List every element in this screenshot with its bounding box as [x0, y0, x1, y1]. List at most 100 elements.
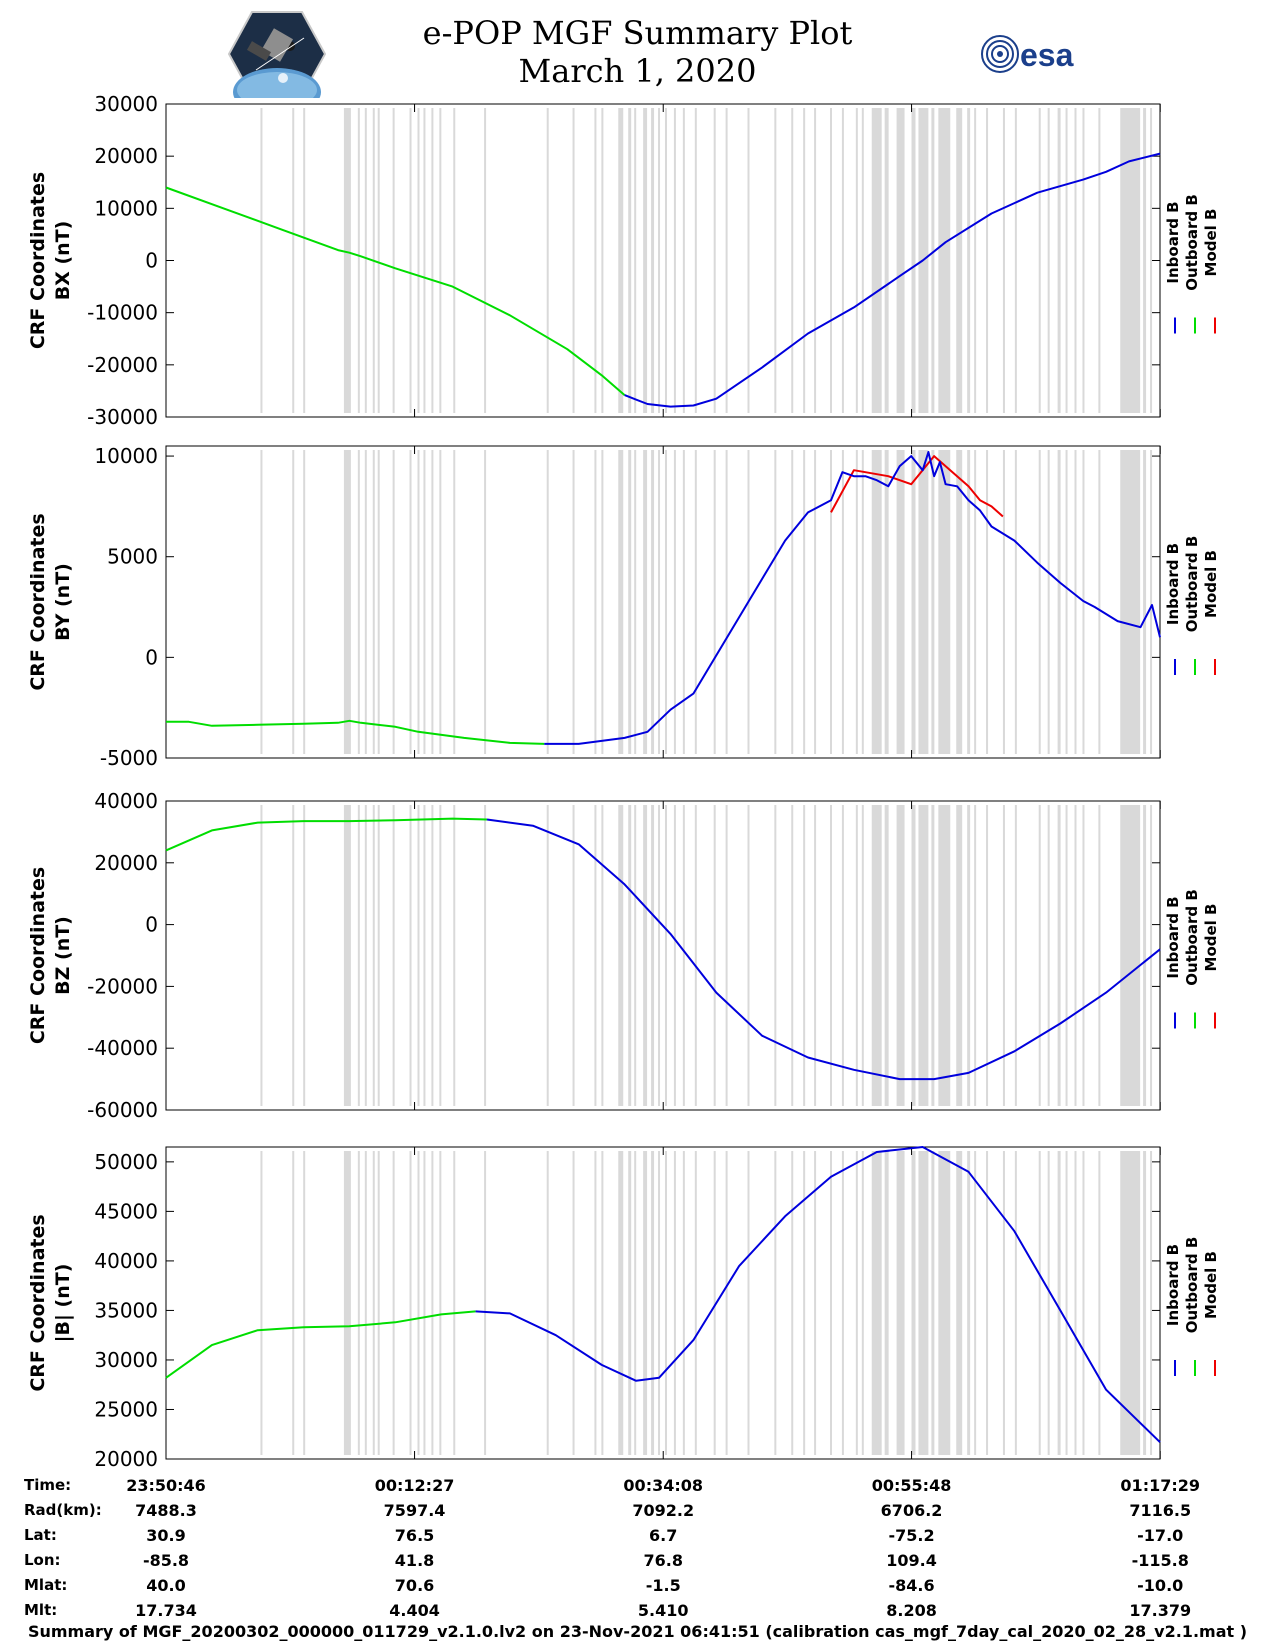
y-tick-label: 0 — [145, 249, 158, 273]
data-gap-band — [431, 108, 434, 413]
data-gap-band — [658, 450, 661, 754]
data-gap-band — [292, 450, 295, 754]
info-value-rad: 7116.5 — [1129, 1501, 1192, 1520]
data-gap-band — [855, 450, 858, 754]
y-tick-label: 50000 — [94, 1150, 158, 1174]
data-gap-band — [986, 1151, 989, 1455]
info-value-mlat: 40.0 — [146, 1576, 186, 1595]
panel-3: 40000 20000 0 -20000 -40000 -60000 CRF Coordin… — [27, 789, 1220, 1122]
y-tick-label: -60000 — [87, 1098, 158, 1122]
data-gap-band — [618, 450, 624, 754]
info-value-mlat: -1.5 — [645, 1576, 681, 1595]
data-gap-band — [417, 450, 420, 754]
y-tick-label: 10000 — [94, 444, 158, 468]
data-gap-band — [439, 805, 442, 1106]
data-gap-band — [546, 1151, 549, 1455]
data-gap-band — [1057, 805, 1061, 1106]
y-tick-label: 20000 — [94, 851, 158, 875]
data-gap-band — [372, 1151, 375, 1455]
data-gap-band — [357, 108, 360, 413]
data-gap-band — [1143, 108, 1147, 413]
data-gap-band — [643, 450, 648, 754]
data-gap-band — [967, 108, 971, 413]
info-value-lon: -115.8 — [1131, 1551, 1189, 1570]
info-row-label: Time: — [24, 1476, 72, 1494]
series-line-inboard — [475, 1146, 1161, 1443]
data-gap-band — [664, 805, 667, 1106]
data-gap-band — [618, 805, 624, 1106]
data-gap-band — [1038, 450, 1041, 754]
plot-frame — [165, 1146, 1161, 1460]
data-gap-band — [725, 108, 728, 413]
data-gap-band — [628, 805, 632, 1106]
data-gap-band — [911, 805, 916, 1106]
footer-caption: Summary of MGF_20200302_000000_011729_v2… — [27, 1622, 1248, 1641]
data-gap-band — [377, 450, 380, 754]
data-gap-band — [303, 450, 306, 754]
panel-1: 30000 20000 10000 0 -10000 -20000 -30000 CRF Co… — [27, 92, 1220, 429]
data-gap-band — [884, 108, 889, 413]
data-gap-band — [791, 805, 794, 1106]
data-gap-band — [643, 1151, 648, 1455]
data-gap-band — [643, 805, 648, 1106]
info-row-label: Mlat: — [24, 1576, 68, 1594]
data-gap-band — [439, 1151, 442, 1455]
y-tick-label: 35000 — [94, 1298, 158, 1322]
data-gap-band — [439, 450, 442, 754]
info-value-mlat: -10.0 — [1137, 1576, 1184, 1595]
info-row-label: Rad(km): — [24, 1501, 102, 1519]
data-gap-band — [392, 450, 395, 754]
data-gap-band — [601, 108, 604, 413]
y-tick-label: 20000 — [94, 1447, 158, 1471]
data-gap-band — [453, 108, 456, 413]
data-gap-band — [803, 450, 806, 754]
info-value-lat: -17.0 — [1137, 1526, 1184, 1545]
data-gap-band — [774, 1151, 777, 1455]
data-gap-band — [572, 805, 575, 1106]
legend-label: Model B — [1202, 904, 1220, 972]
data-gap-band — [364, 108, 367, 413]
y-axis-label-line: BZ (nT) — [52, 916, 74, 995]
data-gap-band — [364, 1151, 367, 1455]
y-tick-label: -30000 — [87, 405, 158, 429]
data-gap-band — [260, 805, 263, 1106]
data-gap-band — [956, 108, 963, 413]
esa-logo: esa — [976, 30, 1096, 80]
series-line-inboard — [544, 451, 1161, 745]
data-gap-band — [651, 1151, 655, 1455]
data-gap-band — [774, 108, 777, 413]
data-gap-band — [967, 805, 971, 1106]
legend: Inboard BOutboard BModel B — [1164, 536, 1220, 633]
data-gap-band — [918, 805, 929, 1106]
series-line-inboard — [624, 152, 1161, 408]
panel-2: 10000 5000 0 -5000 CRF Coordinates BY (nT) Inb… — [27, 444, 1220, 770]
data-gap-band — [453, 1151, 456, 1455]
data-gap-band — [431, 450, 434, 754]
data-gap-band — [594, 805, 597, 1106]
data-gap-band — [377, 108, 380, 413]
data-gap-band — [658, 1151, 661, 1455]
data-gap-band — [260, 1151, 263, 1455]
data-gap-band — [618, 1151, 624, 1455]
data-gap-band — [651, 450, 655, 754]
data-gap-band — [1150, 108, 1153, 413]
data-gap-band — [814, 108, 817, 413]
data-gap-band — [1057, 108, 1061, 413]
data-gap-band — [651, 108, 655, 413]
data-gap-band — [855, 1151, 858, 1455]
y-axis-label-line: BX (nT) — [52, 221, 74, 301]
data-gap-band — [1120, 108, 1141, 413]
info-value-mlat: -84.6 — [888, 1576, 935, 1595]
data-gap-band — [1074, 1151, 1077, 1455]
data-gap-band — [1143, 805, 1147, 1106]
info-value-rad: 7092.2 — [632, 1501, 695, 1520]
legend: Inboard BOutboard BModel B — [1164, 889, 1220, 986]
info-row-label: Mlt: — [24, 1601, 58, 1619]
legend-label: Outboard B — [1183, 1237, 1201, 1334]
y-axis-label: CRF Coordinates BZ (nT) — [27, 867, 74, 1044]
data-gap-band — [1057, 450, 1061, 754]
data-gap-band — [357, 805, 360, 1106]
info-value-time: 01:17:29 — [1120, 1476, 1201, 1495]
data-gap-band — [423, 450, 426, 754]
data-gap-band — [658, 805, 661, 1106]
